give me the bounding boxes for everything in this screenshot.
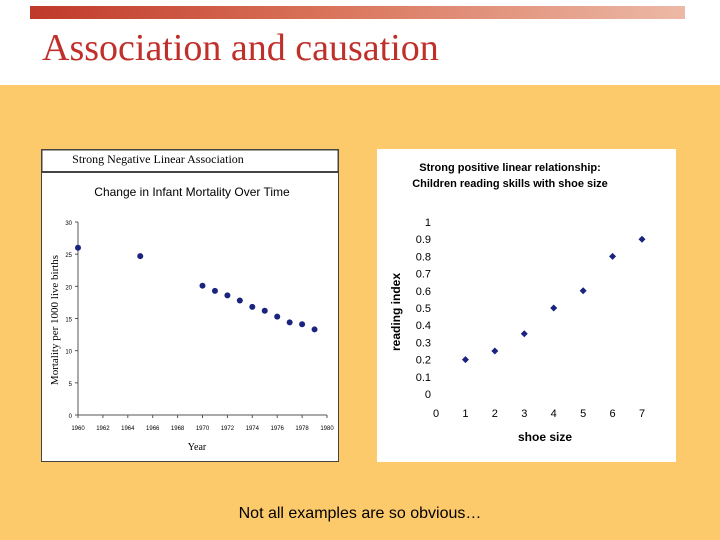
chart2-xtick-label: 4 <box>551 408 557 420</box>
chart2-xtick-label: 6 <box>610 408 616 420</box>
chart1-ytick-label: 5 <box>69 382 73 388</box>
chart1-header: Strong Negative Linear Association <box>72 152 244 166</box>
chart1-ytick-label: 10 <box>65 350 72 356</box>
chart2-ylabel: reading index <box>389 273 403 351</box>
chart2-xtick-label: 1 <box>462 408 468 420</box>
chart1-xtick-label: 1970 <box>196 426 210 432</box>
chart2-point <box>609 252 617 260</box>
chart1-xtick-label: 1976 <box>271 426 285 432</box>
chart2-point <box>520 330 528 338</box>
chart2-xlabel: shoe size <box>518 430 572 444</box>
chart1-xtick-label: 1964 <box>121 426 135 432</box>
chart1-xtick-label: 1978 <box>295 426 309 432</box>
shoe-size-chart: Strong positive linear relationship: Chi… <box>377 149 676 462</box>
chart1-ytick-label: 0 <box>69 414 73 420</box>
chart2-ytick-label: 0.9 <box>416 234 431 246</box>
chart1-ytick-label: 15 <box>65 318 72 324</box>
chart1-point <box>199 282 206 289</box>
chart1-ytick-label: 25 <box>65 253 72 259</box>
chart1-point <box>137 253 144 260</box>
chart2-point <box>638 235 646 243</box>
chart2-subtitle: Children reading skills with shoe size <box>412 178 608 190</box>
chart1-point <box>261 307 268 314</box>
chart1-point <box>75 244 81 251</box>
chart2-ytick-label: 0.7 <box>416 269 431 281</box>
chart2-ytick-label: 0.1 <box>416 372 431 384</box>
chart1-ytick-label: 20 <box>65 285 72 291</box>
chart1-point <box>236 297 243 304</box>
chart2-xtick-label: 0 <box>433 408 439 420</box>
chart2-ytick-label: 0.5 <box>416 303 431 315</box>
chart1-ytick-label: 30 <box>65 221 72 227</box>
chart2-xtick-label: 7 <box>639 408 645 420</box>
chart2-xtick-label: 5 <box>580 408 586 420</box>
chart2-ytick-label: 0.6 <box>416 286 431 298</box>
chart2-ytick-label: 0.4 <box>416 320 431 332</box>
chart2-point <box>579 287 587 295</box>
chart1-xtick-label: 1966 <box>146 426 160 432</box>
chart1-point <box>211 287 218 294</box>
chart1-xtick-label: 1980 <box>320 426 334 432</box>
chart1-point <box>311 326 318 333</box>
chart1-point <box>286 319 293 326</box>
chart2-point <box>550 304 558 312</box>
slide-caption: Not all examples are so obvious… <box>238 505 482 522</box>
chart2-point <box>491 347 499 355</box>
mortality-chart: Strong Negative Linear Association Chang… <box>41 149 339 462</box>
chart2-xtick-label: 3 <box>521 408 527 420</box>
chart1-point <box>249 303 256 310</box>
chart2-ytick-label: 0.3 <box>416 337 431 349</box>
chart1-xtick-label: 1968 <box>171 426 185 432</box>
chart1-xtick-label: 1972 <box>221 426 235 432</box>
slide-title: Association and causation <box>42 27 439 69</box>
chart2-ytick-label: 1 <box>425 217 431 229</box>
chart2-ytick-label: 0 <box>425 389 431 401</box>
chart1-xtick-label: 1960 <box>71 426 85 432</box>
chart1-xtick-label: 1974 <box>246 426 260 432</box>
chart2-point <box>461 356 469 364</box>
chart1-xtick-label: 1962 <box>96 426 110 432</box>
chart1-point <box>274 313 281 320</box>
chart1-xlabel: Year <box>188 442 207 453</box>
chart1-ylabel: Mortality per 1000 live births <box>49 255 61 385</box>
chart2-ytick-label: 0.2 <box>416 355 431 367</box>
chart2-xtick-label: 2 <box>492 408 498 420</box>
chart1-point <box>299 321 306 328</box>
title-accent-bar <box>30 6 685 19</box>
chart2-ytick-label: 0.8 <box>416 251 431 263</box>
chart2-title: Strong positive linear relationship: <box>419 162 601 174</box>
chart1-point <box>224 292 231 299</box>
chart1-title: Change in Infant Mortality Over Time <box>94 185 290 199</box>
